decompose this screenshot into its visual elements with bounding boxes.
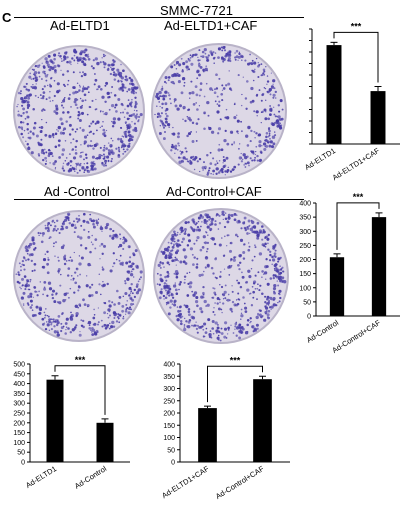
colony-dots xyxy=(16,48,143,174)
plate-dish xyxy=(15,212,143,340)
y-tick-label: 0 xyxy=(307,314,311,321)
y-tick-label: 150 xyxy=(299,271,311,278)
y-tick-label: 100 xyxy=(163,435,175,442)
y-tick-label: 350 xyxy=(163,374,175,381)
y-tick-label: 100 xyxy=(299,285,311,292)
plate-label-ad-eltd1: Ad-ELTD1 xyxy=(50,18,110,33)
bar-chart-control-vs-caf: 0 50 100 150 200 250 300 350 400 Ad-Control Ad-Con… xyxy=(296,180,410,360)
y-tick-label: 200 xyxy=(299,257,311,264)
bar-2 xyxy=(370,91,386,144)
cell-line-title: SMMC-7721 xyxy=(160,3,233,18)
colony-plate-ad-control xyxy=(12,203,146,349)
y-tick-label: 100 xyxy=(13,440,25,447)
y-tick-label: 450 xyxy=(13,371,25,378)
bar-1 xyxy=(198,408,217,462)
bar-2 xyxy=(253,379,272,462)
y-tick-label: 200 xyxy=(13,420,25,427)
category-label: Ad-Control+CAF xyxy=(214,464,266,501)
significance-bracket xyxy=(207,365,263,403)
colony-plate-ad-eltd1-caf xyxy=(150,34,288,188)
bar-chart-eltd1caf-vs-controlcaf: 0 50 100 150 200 250 300 350 400 Ad-ELTD1+CAF Ad-C… xyxy=(150,334,310,510)
category-label: Ad-ELTD1 xyxy=(24,464,58,490)
y-tick-label: 250 xyxy=(163,398,175,405)
colony-plate-ad-control-caf xyxy=(152,203,290,349)
category-label: Ad-ELTD1 xyxy=(303,146,337,172)
significance-stars: *** xyxy=(351,21,362,31)
y-tick-label: 150 xyxy=(163,423,175,430)
colony-dots xyxy=(156,210,287,342)
colony-dots xyxy=(154,45,284,176)
category-label: Ad-ELTD1+CAF xyxy=(160,464,211,500)
y-tick-label: 350 xyxy=(13,391,25,398)
plate-label-ad-eltd1-caf: Ad-ELTD1+CAF xyxy=(164,18,258,33)
y-tick-label: 50 xyxy=(17,450,25,457)
category-label: Ad-Control xyxy=(73,464,108,491)
y-tick-label: 250 xyxy=(13,411,25,418)
y-tick-label: 300 xyxy=(163,386,175,393)
significance-stars: *** xyxy=(230,355,241,365)
bar-1 xyxy=(46,379,64,462)
y-tick-label: 0 xyxy=(171,460,175,467)
y-tick-label: 400 xyxy=(13,381,25,388)
significance-bracket xyxy=(54,365,106,415)
bar-2 xyxy=(96,422,114,462)
y-tick-label: 500 xyxy=(13,362,25,369)
y-tick-label: 350 xyxy=(299,215,311,222)
significance-bracket xyxy=(333,31,379,83)
y-tick-label: 300 xyxy=(13,401,25,408)
bar-2 xyxy=(371,217,387,316)
y-tick-label: 200 xyxy=(163,411,175,418)
y-tick-label: 0 xyxy=(21,460,25,467)
header-rule xyxy=(14,17,304,18)
bar-1 xyxy=(326,45,342,144)
y-tick-label: 250 xyxy=(299,243,311,250)
bar-chart-eltd1-vs-caf: Ad-ELTD1 Ad-ELTD1+CAF *** xyxy=(296,4,410,184)
category-label: Ad-Control xyxy=(305,318,340,345)
bar-chart-eltd1-vs-control: 0 50 100 150 200 250 300 350 400 450 500 Ad-ELTD1 Ad… xyxy=(0,334,150,510)
plate-label-ad-control: Ad -Control xyxy=(44,184,110,199)
significance-bracket xyxy=(336,202,380,250)
colony-plate-ad-eltd1 xyxy=(12,34,146,188)
colony-dots xyxy=(15,212,143,337)
category-label: Ad-ELTD1+CAF xyxy=(331,146,382,182)
y-tick-label: 400 xyxy=(163,362,175,369)
group-rule xyxy=(14,199,304,200)
y-tick-label: 50 xyxy=(303,299,311,306)
bar-1 xyxy=(329,257,345,316)
y-tick-label: 150 xyxy=(13,430,25,437)
plate-label-ad-control-caf: Ad-Control+CAF xyxy=(166,184,262,199)
y-tick-label: 400 xyxy=(299,201,311,208)
panel-letter: C xyxy=(2,10,12,25)
y-tick-label: 50 xyxy=(167,447,175,454)
significance-stars: *** xyxy=(353,192,364,202)
significance-stars: *** xyxy=(75,355,86,365)
y-tick-label: 300 xyxy=(299,229,311,236)
